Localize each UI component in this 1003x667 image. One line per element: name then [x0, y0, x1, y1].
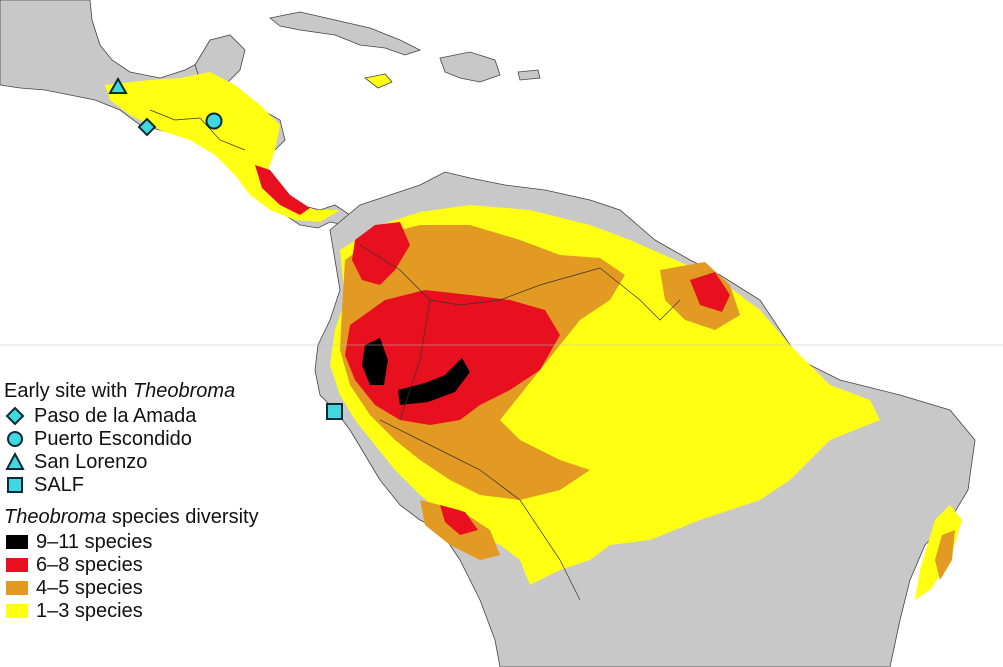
- jamaica: [364, 73, 393, 89]
- legend-row-san-lorenzo: San Lorenzo: [4, 450, 259, 473]
- legend-row-1-3: 1–3 species: [4, 599, 259, 622]
- sites-heading-text: Early site with: [4, 380, 128, 402]
- legend-label-4-5: 4–5 species: [36, 576, 143, 599]
- site-markers: [108, 76, 343, 420]
- swatch-4-5: [6, 580, 28, 595]
- puerto-rico: [517, 69, 541, 81]
- legend-label-salf: SALF: [34, 473, 85, 496]
- diversity-zone-1-3-central-america: [105, 72, 340, 222]
- site-marker-salf: [326, 403, 343, 420]
- diversity-zone-9-11: [362, 338, 388, 385]
- legend-label-san-lorenzo: San Lorenzo: [34, 450, 148, 473]
- cuba: [269, 11, 422, 56]
- sites-heading-italic: Theobroma: [132, 380, 236, 402]
- legend-label-6-8: 6–8 species: [36, 553, 143, 576]
- legend-row-9-11: 9–11 species: [4, 530, 259, 553]
- legend-label-paso-de-la-amada: Paso de la Amada: [34, 404, 197, 427]
- diversity-legend-heading: Theobroma species diversity: [4, 506, 259, 528]
- legend-row-6-8: 6–8 species: [4, 553, 259, 576]
- diversity-zone-6-8-northeast: [690, 272, 730, 312]
- circle-icon: [4, 428, 34, 450]
- triangle-icon: [4, 451, 34, 473]
- site-marker-san-lorenzo: [108, 76, 128, 94]
- diamond-icon: [4, 405, 34, 427]
- legend: Early site with Theobroma Paso de la Ama…: [4, 380, 259, 622]
- site-marker-puerto-escondido: [205, 112, 223, 130]
- country-borders: [149, 109, 681, 601]
- legend-label-puerto-escondido: Puerto Escondido: [34, 427, 192, 450]
- legend-row-puerto-escondido: Puerto Escondido: [4, 427, 259, 450]
- site-marker-paso-de-la-amada: [137, 117, 157, 137]
- diversity-heading-text: species diversity: [111, 506, 259, 528]
- legend-label-1-3: 1–3 species: [36, 599, 143, 622]
- legend-row-paso-de-la-amada: Paso de la Amada: [4, 404, 259, 427]
- diversity-zone-9-11-east: [398, 358, 470, 405]
- square-icon: [4, 474, 34, 496]
- swatch-1-3: [6, 603, 28, 618]
- diversity-zone-4-5-brazil: [935, 530, 955, 580]
- diversity-zone-6-8-andes: [352, 222, 410, 285]
- diversity-heading-italic: Theobroma: [4, 506, 107, 528]
- diversity-zone-6-8-costa-rica: [255, 165, 310, 215]
- diversity-zone-6-8-peru: [440, 505, 478, 535]
- legend-row-4-5: 4–5 species: [4, 576, 259, 599]
- sites-legend-heading: Early site with Theobroma: [4, 380, 259, 402]
- swatch-6-8: [6, 557, 28, 572]
- legend-row-salf: SALF: [4, 473, 259, 496]
- swatch-9-11: [6, 534, 28, 549]
- hispaniola: [439, 51, 501, 83]
- legend-label-9-11: 9–11 species: [36, 530, 153, 553]
